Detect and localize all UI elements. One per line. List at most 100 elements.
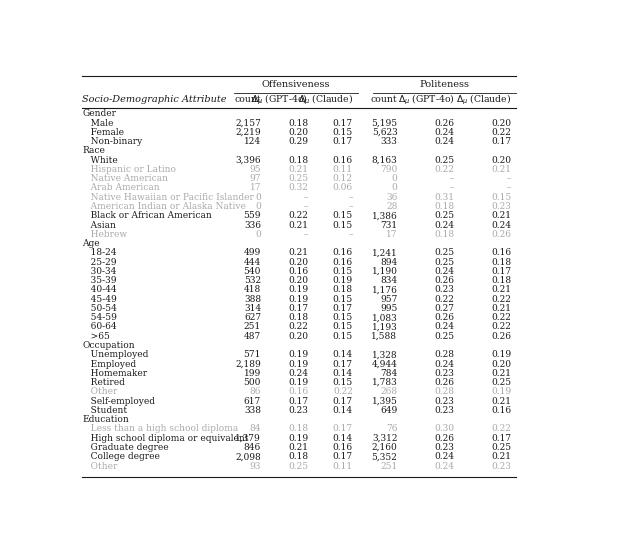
Text: 0.16: 0.16 [492,248,511,258]
Text: 1,193: 1,193 [372,323,397,332]
Text: 0.16: 0.16 [333,248,353,258]
Text: 0.19: 0.19 [288,286,308,295]
Text: 0.21: 0.21 [492,165,511,174]
Text: 0.23: 0.23 [435,396,454,405]
Text: 846: 846 [244,443,261,452]
Text: 0.16: 0.16 [333,156,353,165]
Text: 0.21: 0.21 [492,304,511,313]
Text: Gender: Gender [83,109,116,118]
Text: 1,386: 1,386 [372,211,397,220]
Text: 0.21: 0.21 [492,286,511,295]
Text: 1,190: 1,190 [372,267,397,276]
Text: 124: 124 [244,137,261,146]
Text: 199: 199 [244,369,261,378]
Text: 338: 338 [244,406,261,415]
Text: 0.19: 0.19 [288,378,308,387]
Text: 0.30: 0.30 [435,424,454,433]
Text: –: – [450,174,454,183]
Text: 0.23: 0.23 [288,406,308,415]
Text: 894: 894 [380,258,397,267]
Text: 0.20: 0.20 [288,128,308,137]
Text: 784: 784 [380,369,397,378]
Text: 30-34: 30-34 [83,267,117,276]
Text: 0.20: 0.20 [288,276,308,285]
Text: 314: 314 [244,304,261,313]
Text: Politeness: Politeness [420,80,470,89]
Text: 0.24: 0.24 [288,369,308,378]
Text: 418: 418 [244,286,261,295]
Text: 93: 93 [250,461,261,470]
Text: 0.25: 0.25 [435,258,454,267]
Text: 0.21: 0.21 [288,443,308,452]
Text: 251: 251 [380,461,397,470]
Text: 84: 84 [250,424,261,433]
Text: American Indian or Alaska Native: American Indian or Alaska Native [83,202,246,211]
Text: 0: 0 [392,174,397,183]
Text: 1,176: 1,176 [372,286,397,295]
Text: Other: Other [83,388,118,396]
Text: 1,588: 1,588 [371,332,397,341]
Text: 0.17: 0.17 [333,360,353,368]
Text: 0.23: 0.23 [492,202,511,211]
Text: 834: 834 [380,276,397,285]
Text: 0.21: 0.21 [288,221,308,230]
Text: 0.18: 0.18 [288,313,308,322]
Text: –: – [303,230,308,239]
Text: –: – [507,184,511,193]
Text: 0.20: 0.20 [492,360,511,368]
Text: High school diploma or equivalent: High school diploma or equivalent [83,434,249,443]
Text: 0.17: 0.17 [492,267,511,276]
Text: 0.22: 0.22 [333,388,353,396]
Text: 0.25: 0.25 [435,211,454,220]
Text: 0.22: 0.22 [492,424,511,433]
Text: $\Delta_\mu$ (Claude): $\Delta_\mu$ (Claude) [298,92,353,106]
Text: 444: 444 [244,258,261,267]
Text: Socio-Demographic Attribute: Socio-Demographic Attribute [83,95,227,104]
Text: 0.22: 0.22 [288,211,308,220]
Text: Employed: Employed [83,360,136,368]
Text: 532: 532 [244,276,261,285]
Text: 4,944: 4,944 [372,360,397,368]
Text: 995: 995 [380,304,397,313]
Text: 0.16: 0.16 [492,406,511,415]
Text: 0.18: 0.18 [288,156,308,165]
Text: Native Hawaiian or Pacific Islander: Native Hawaiian or Pacific Islander [83,193,254,202]
Text: 0.26: 0.26 [435,378,454,387]
Text: –: – [450,184,454,193]
Text: 0.26: 0.26 [435,276,454,285]
Text: –: – [348,230,353,239]
Text: 0.25: 0.25 [435,248,454,258]
Text: $\Delta_\mu$ (GPT-4o): $\Delta_\mu$ (GPT-4o) [252,92,308,106]
Text: 0.20: 0.20 [492,119,511,128]
Text: 0.20: 0.20 [288,258,308,267]
Text: 0.18: 0.18 [288,424,308,433]
Text: 0.17: 0.17 [333,424,353,433]
Text: 0.25: 0.25 [492,443,511,452]
Text: 2,189: 2,189 [236,360,261,368]
Text: 0: 0 [392,184,397,193]
Text: 0.24: 0.24 [492,221,511,230]
Text: 40-44: 40-44 [83,286,117,295]
Text: 0.24: 0.24 [435,128,454,137]
Text: 0.24: 0.24 [435,461,454,470]
Text: 0.22: 0.22 [435,165,454,174]
Text: 17: 17 [250,184,261,193]
Text: 0.16: 0.16 [288,388,308,396]
Text: 45-49: 45-49 [83,295,117,304]
Text: 0.06: 0.06 [333,184,353,193]
Text: 0.21: 0.21 [288,165,308,174]
Text: 0.18: 0.18 [492,276,511,285]
Text: 0.24: 0.24 [435,323,454,332]
Text: 0.26: 0.26 [435,434,454,443]
Text: 0.20: 0.20 [492,156,511,165]
Text: 0.15: 0.15 [333,332,353,341]
Text: 1,083: 1,083 [372,313,397,322]
Text: 0.24: 0.24 [435,267,454,276]
Text: 0: 0 [255,193,261,202]
Text: 500: 500 [244,378,261,387]
Text: Age: Age [83,239,100,248]
Text: 0.15: 0.15 [333,295,353,304]
Text: 0.24: 0.24 [435,360,454,368]
Text: 0: 0 [255,202,261,211]
Text: 0.17: 0.17 [492,137,511,146]
